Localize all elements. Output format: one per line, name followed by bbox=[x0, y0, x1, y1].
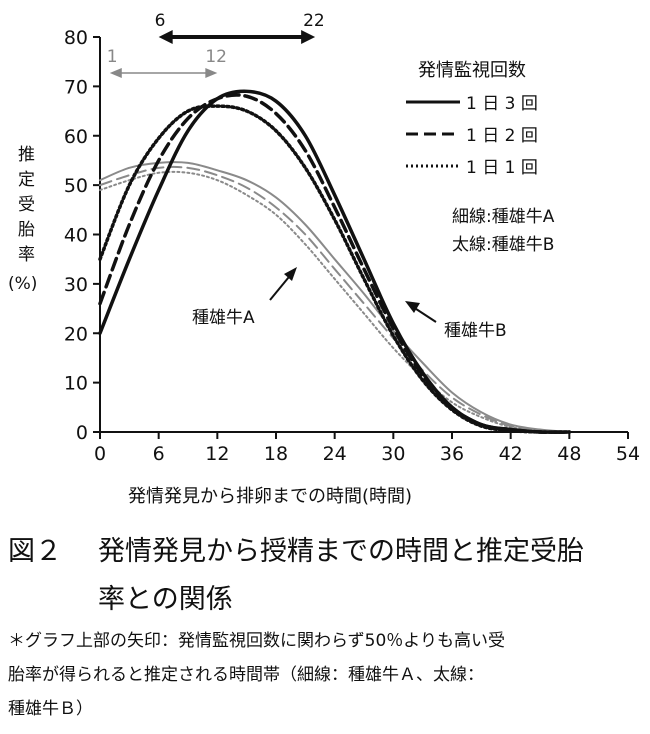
x-tick-label: 12 bbox=[205, 443, 229, 465]
x-tick-label: 36 bbox=[440, 443, 464, 465]
figure-number: 図２ bbox=[8, 536, 62, 567]
note-line-2: 胎率が得られると推定される時間帯（細線：種雄牛Ａ、太線： bbox=[8, 665, 484, 685]
caption-line-1: 発情発見から授精までの時間と推定受胎 bbox=[98, 536, 584, 567]
thick-arrow-head-left bbox=[158, 30, 173, 44]
chart: 0 10 20 30 40 50 60 70 80 0 6 12 18 24 30 36 42 48 54 1 12 6… bbox=[8, 11, 640, 507]
x-tick-label: 18 bbox=[264, 443, 288, 465]
y-axis-label-4: 胎 bbox=[18, 220, 35, 240]
y-tick-label: 0 bbox=[76, 422, 88, 444]
legend-entry-2: 1 日 2 回 bbox=[466, 126, 538, 146]
x-axis-label: 発情発見から排卵までの時間(時間) bbox=[128, 486, 412, 507]
legend-entry-1: 1 日 1 回 bbox=[466, 158, 538, 178]
thick-arrow-start-label: 6 bbox=[155, 11, 166, 31]
series-line-bull-a-1 bbox=[99, 165, 571, 433]
series-lines bbox=[98, 89, 572, 434]
legend-note-thin: 細線:種雄牛A bbox=[452, 207, 555, 227]
bull-a-pointer-head bbox=[284, 267, 297, 281]
bull-b-label: 種雄牛B bbox=[444, 321, 507, 341]
x-tick-label: 0 bbox=[94, 443, 106, 465]
x-tick-label: 24 bbox=[323, 443, 347, 465]
y-tick-label: 70 bbox=[64, 76, 88, 98]
thick-arrow-head-right bbox=[301, 30, 316, 44]
thin-arrow-end-label: 12 bbox=[205, 47, 227, 67]
series-line-bull-a-2 bbox=[99, 170, 571, 433]
y-tick-label: 10 bbox=[64, 373, 88, 395]
y-axis-label-unit: (%) bbox=[8, 274, 37, 294]
note-line-1: ＊グラフ上部の矢印：発情監視回数に関わらず50％よりも高い受 bbox=[8, 631, 505, 651]
range-arrows: 1 12 6 22 bbox=[107, 11, 325, 78]
x-tick-label: 42 bbox=[499, 443, 523, 465]
thick-arrow-end-label: 22 bbox=[303, 11, 325, 31]
y-axis-label-1: 推 bbox=[18, 145, 35, 165]
y-axis-label-2: 定 bbox=[18, 170, 35, 190]
x-tick-label: 48 bbox=[557, 443, 581, 465]
figure-note: ＊グラフ上部の矢印：発情監視回数に関わらず50％よりも高い受 胎率が得られると推… bbox=[8, 624, 644, 726]
x-tick-label: 30 bbox=[381, 443, 405, 465]
y-tick-label: 80 bbox=[64, 27, 88, 49]
note-line-3: 種雄牛Ｂ） bbox=[8, 699, 93, 719]
y-tick-label: 20 bbox=[64, 323, 88, 345]
y-tick-label: 50 bbox=[64, 175, 88, 197]
legend-entry-3: 1 日 3 回 bbox=[466, 94, 538, 114]
y-tick-label: 30 bbox=[64, 274, 88, 296]
axes: 0 10 20 30 40 50 60 70 80 0 6 12 18 24 30 36 42 48 54 bbox=[64, 27, 640, 465]
thin-arrow-head-right bbox=[205, 68, 218, 78]
y-axis-label-3: 受 bbox=[18, 195, 35, 215]
series-line-bull-a-0 bbox=[99, 161, 571, 433]
bull-b-pointer-head bbox=[405, 301, 420, 313]
series-line-bull-b-5 bbox=[98, 104, 572, 434]
x-tick-label: 6 bbox=[153, 443, 165, 465]
caption-line-2: 率との関係 bbox=[98, 584, 233, 615]
y-axis-label-5: 率 bbox=[18, 245, 35, 265]
figure-caption: 図２ 発情発見から授精までの時間と推定受胎 率との関係 bbox=[8, 528, 644, 624]
bull-a-label: 種雄牛A bbox=[192, 308, 255, 328]
y-tick-label: 60 bbox=[64, 126, 88, 148]
y-tick-label: 40 bbox=[64, 225, 88, 247]
thin-arrow-head-left bbox=[109, 68, 122, 78]
legend-note-thick: 太線:種雄牛B bbox=[452, 235, 554, 255]
legend-title: 発情監視回数 bbox=[418, 60, 526, 81]
thin-arrow-start-label: 1 bbox=[107, 47, 118, 67]
x-tick-label: 54 bbox=[616, 443, 640, 465]
